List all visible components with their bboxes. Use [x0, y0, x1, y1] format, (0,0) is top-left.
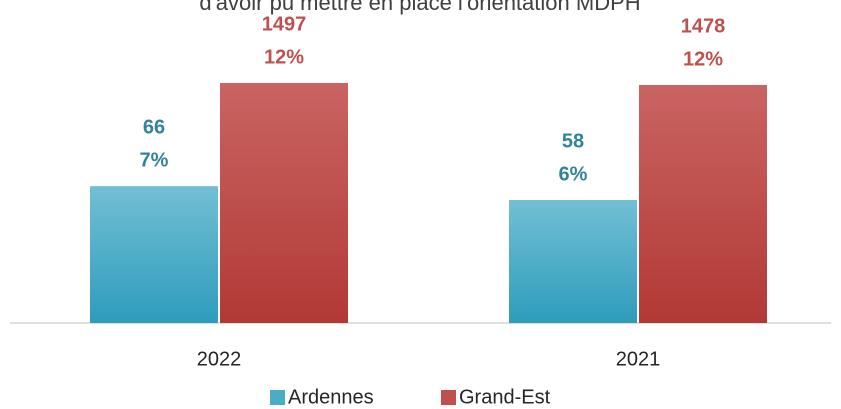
bar — [509, 200, 637, 323]
legend-swatch — [270, 390, 285, 405]
bar — [220, 83, 348, 323]
value-label: 12% — [264, 46, 304, 68]
bar — [90, 186, 218, 323]
count-label: 1478 — [681, 15, 726, 37]
x-tick-label: 2021 — [616, 348, 661, 370]
value-label: 6% — [559, 163, 588, 185]
count-label: 58 — [562, 130, 584, 152]
value-label: 7% — [140, 149, 169, 171]
legend-label: Ardennes — [288, 386, 374, 408]
legend-label: Grand-Est — [459, 386, 551, 408]
count-label: 1497 — [262, 13, 307, 35]
legend-swatch — [441, 390, 456, 405]
x-tick-label: 2022 — [197, 348, 242, 370]
chart-title: d'avoir pu mettre en place l'orientation… — [199, 0, 640, 15]
value-label: 12% — [683, 48, 723, 70]
count-label: 66 — [143, 116, 165, 138]
bar — [639, 84, 767, 323]
